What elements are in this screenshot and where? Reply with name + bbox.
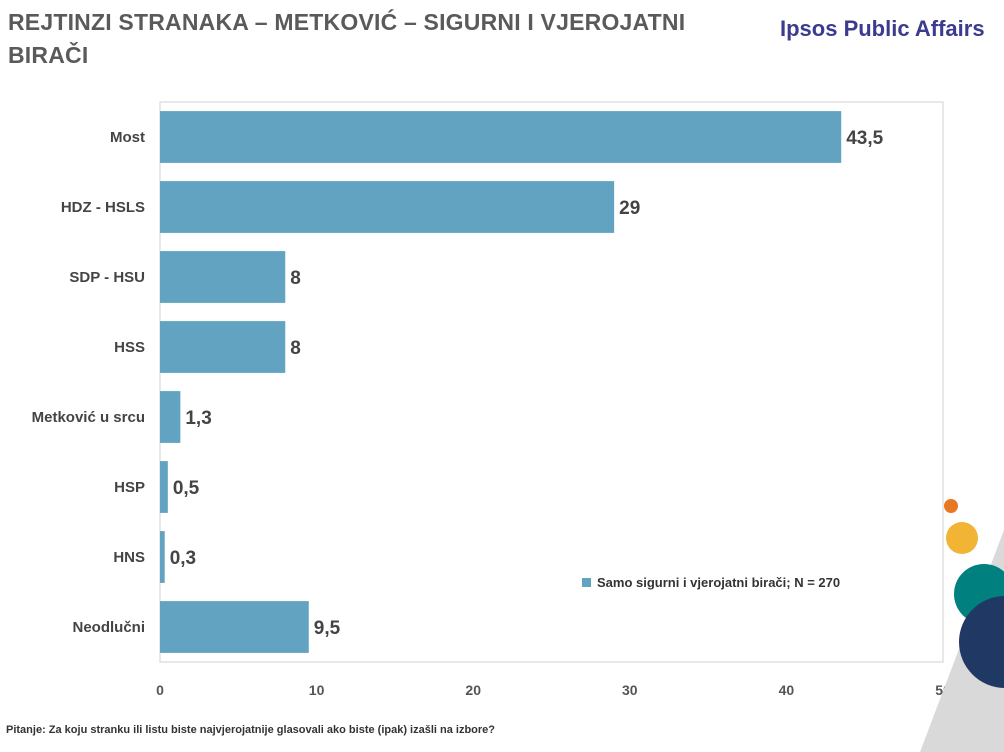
data-label: 29 bbox=[619, 198, 640, 219]
x-tick-label: 0 bbox=[156, 682, 164, 698]
x-tick-label: 20 bbox=[465, 682, 481, 698]
bar bbox=[160, 321, 286, 373]
legend-label: Samo sigurni i vjerojatni birači; N = 27… bbox=[597, 575, 840, 590]
yellow-dot-shape bbox=[946, 522, 978, 554]
data-label: 0,3 bbox=[170, 548, 196, 569]
category-label: Neodlučni bbox=[72, 619, 145, 636]
page-title: REJTINZI STRANAKA – METKOVIĆ – SIGURNI I… bbox=[8, 9, 686, 68]
category-label: SDP - HSU bbox=[69, 269, 145, 286]
data-label: 1,3 bbox=[185, 408, 211, 429]
data-label: 9,5 bbox=[314, 618, 341, 639]
data-label: 0,5 bbox=[173, 478, 200, 499]
x-tick-label: 10 bbox=[309, 682, 325, 698]
bar bbox=[160, 181, 615, 233]
category-label: HSS bbox=[114, 339, 145, 356]
bar bbox=[160, 531, 165, 583]
x-tick-label: 30 bbox=[622, 682, 638, 698]
category-label: Metković u srcu bbox=[32, 409, 145, 426]
plot-area-frame bbox=[159, 101, 944, 663]
navy-circle-shape bbox=[959, 596, 1004, 688]
bar bbox=[160, 111, 842, 163]
orange-dot-shape bbox=[944, 499, 958, 513]
category-label: HSP bbox=[114, 479, 145, 496]
category-label: HNS bbox=[113, 549, 145, 566]
data-label: 43,5 bbox=[846, 128, 883, 149]
category-label: Most bbox=[110, 129, 145, 146]
category-label: HDZ - HSLS bbox=[61, 199, 145, 216]
brand-logo-text: Ipsos Public Affairs bbox=[780, 16, 985, 41]
data-label: 8 bbox=[290, 268, 301, 289]
data-label: 8 bbox=[290, 338, 301, 359]
bar bbox=[160, 601, 309, 653]
x-tick-label: 40 bbox=[779, 682, 795, 698]
bar bbox=[160, 391, 181, 443]
legend-swatch bbox=[582, 578, 591, 587]
bar bbox=[160, 251, 286, 303]
bar bbox=[160, 461, 168, 513]
question-footnote: Pitanje: Za koju stranku ili listu biste… bbox=[6, 724, 496, 736]
